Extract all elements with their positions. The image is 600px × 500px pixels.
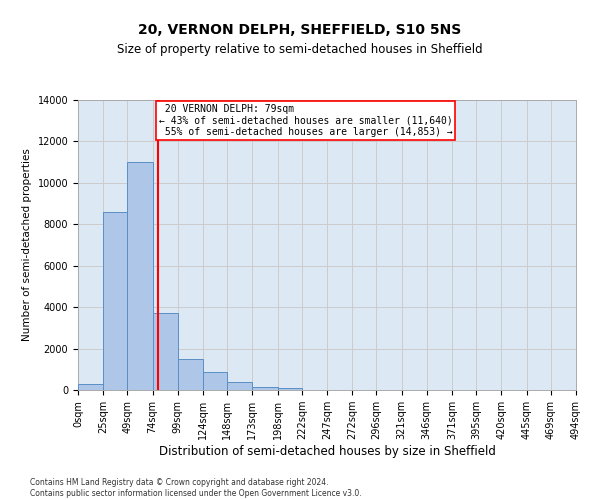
Y-axis label: Number of semi-detached properties: Number of semi-detached properties (22, 148, 32, 342)
Bar (203, 372, 227, 390)
X-axis label: Distribution of semi-detached houses by size in Sheffield: Distribution of semi-detached houses by … (158, 445, 496, 458)
Bar (103, 212, 127, 390)
Text: Contains HM Land Registry data © Crown copyright and database right 2024.
Contai: Contains HM Land Registry data © Crown c… (30, 478, 362, 498)
Bar (127, 162, 152, 390)
Bar (227, 382, 253, 390)
Bar (278, 388, 302, 390)
Text: 20, VERNON DELPH, SHEFFIELD, S10 5NS: 20, VERNON DELPH, SHEFFIELD, S10 5NS (139, 22, 461, 36)
Bar (178, 359, 203, 390)
Text: 20 VERNON DELPH: 79sqm
← 43% of semi-detached houses are smaller (11,640)
 55% o: 20 VERNON DELPH: 79sqm ← 43% of semi-det… (158, 104, 452, 138)
Bar (253, 387, 278, 390)
Bar (78, 384, 103, 390)
Text: Size of property relative to semi-detached houses in Sheffield: Size of property relative to semi-detach… (117, 42, 483, 56)
Bar (152, 314, 178, 390)
